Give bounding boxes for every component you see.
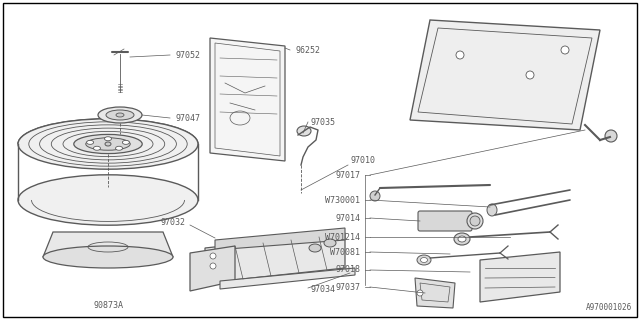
Polygon shape (215, 228, 345, 250)
Ellipse shape (105, 142, 111, 146)
Ellipse shape (417, 255, 431, 265)
Ellipse shape (86, 140, 93, 144)
Ellipse shape (470, 216, 480, 226)
Text: 96252: 96252 (295, 45, 320, 54)
Ellipse shape (116, 146, 122, 150)
Ellipse shape (458, 236, 466, 242)
Text: 97034: 97034 (310, 285, 335, 294)
Ellipse shape (18, 175, 198, 225)
Text: 97010: 97010 (350, 156, 375, 164)
Polygon shape (210, 38, 285, 161)
Polygon shape (480, 252, 560, 302)
Ellipse shape (86, 138, 130, 150)
Ellipse shape (487, 204, 497, 216)
Text: 97052: 97052 (175, 51, 200, 60)
Circle shape (210, 253, 216, 259)
Circle shape (526, 71, 534, 79)
Ellipse shape (122, 140, 129, 144)
Circle shape (370, 191, 380, 201)
Text: A970001026: A970001026 (586, 303, 632, 312)
Ellipse shape (324, 239, 336, 247)
FancyBboxPatch shape (418, 211, 472, 231)
Polygon shape (410, 20, 600, 130)
Text: W701214: W701214 (325, 233, 360, 242)
FancyBboxPatch shape (3, 3, 637, 317)
Circle shape (561, 46, 569, 54)
Ellipse shape (98, 107, 142, 123)
Text: W730001: W730001 (325, 196, 360, 204)
Polygon shape (205, 233, 345, 283)
Ellipse shape (116, 113, 124, 117)
Ellipse shape (467, 213, 483, 229)
Text: 90873A: 90873A (93, 300, 123, 309)
Circle shape (210, 263, 216, 269)
Ellipse shape (43, 246, 173, 268)
Text: 97014: 97014 (335, 213, 360, 222)
Circle shape (417, 290, 423, 296)
Ellipse shape (74, 134, 142, 154)
Ellipse shape (18, 119, 198, 169)
Ellipse shape (104, 137, 111, 141)
Polygon shape (415, 278, 455, 308)
Text: W70081: W70081 (330, 247, 360, 257)
Text: 97018: 97018 (335, 266, 360, 275)
Ellipse shape (297, 126, 311, 136)
Polygon shape (190, 246, 235, 291)
Ellipse shape (420, 258, 428, 262)
Text: 97035: 97035 (310, 117, 335, 126)
Text: 97037: 97037 (335, 283, 360, 292)
Polygon shape (220, 268, 355, 289)
Polygon shape (43, 232, 173, 257)
Circle shape (456, 51, 464, 59)
Ellipse shape (454, 233, 470, 245)
Circle shape (605, 130, 617, 142)
Ellipse shape (309, 244, 321, 252)
Ellipse shape (93, 146, 100, 150)
Text: 97032: 97032 (160, 218, 185, 227)
Text: 97047: 97047 (175, 114, 200, 123)
Text: 97017: 97017 (335, 171, 360, 180)
Ellipse shape (106, 110, 134, 120)
